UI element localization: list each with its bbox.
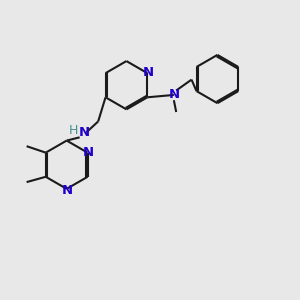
- Text: N: N: [79, 126, 90, 139]
- Text: H: H: [69, 124, 78, 137]
- Text: N: N: [62, 184, 73, 196]
- Text: N: N: [83, 146, 94, 159]
- Text: N: N: [168, 88, 179, 101]
- Text: N: N: [142, 66, 154, 79]
